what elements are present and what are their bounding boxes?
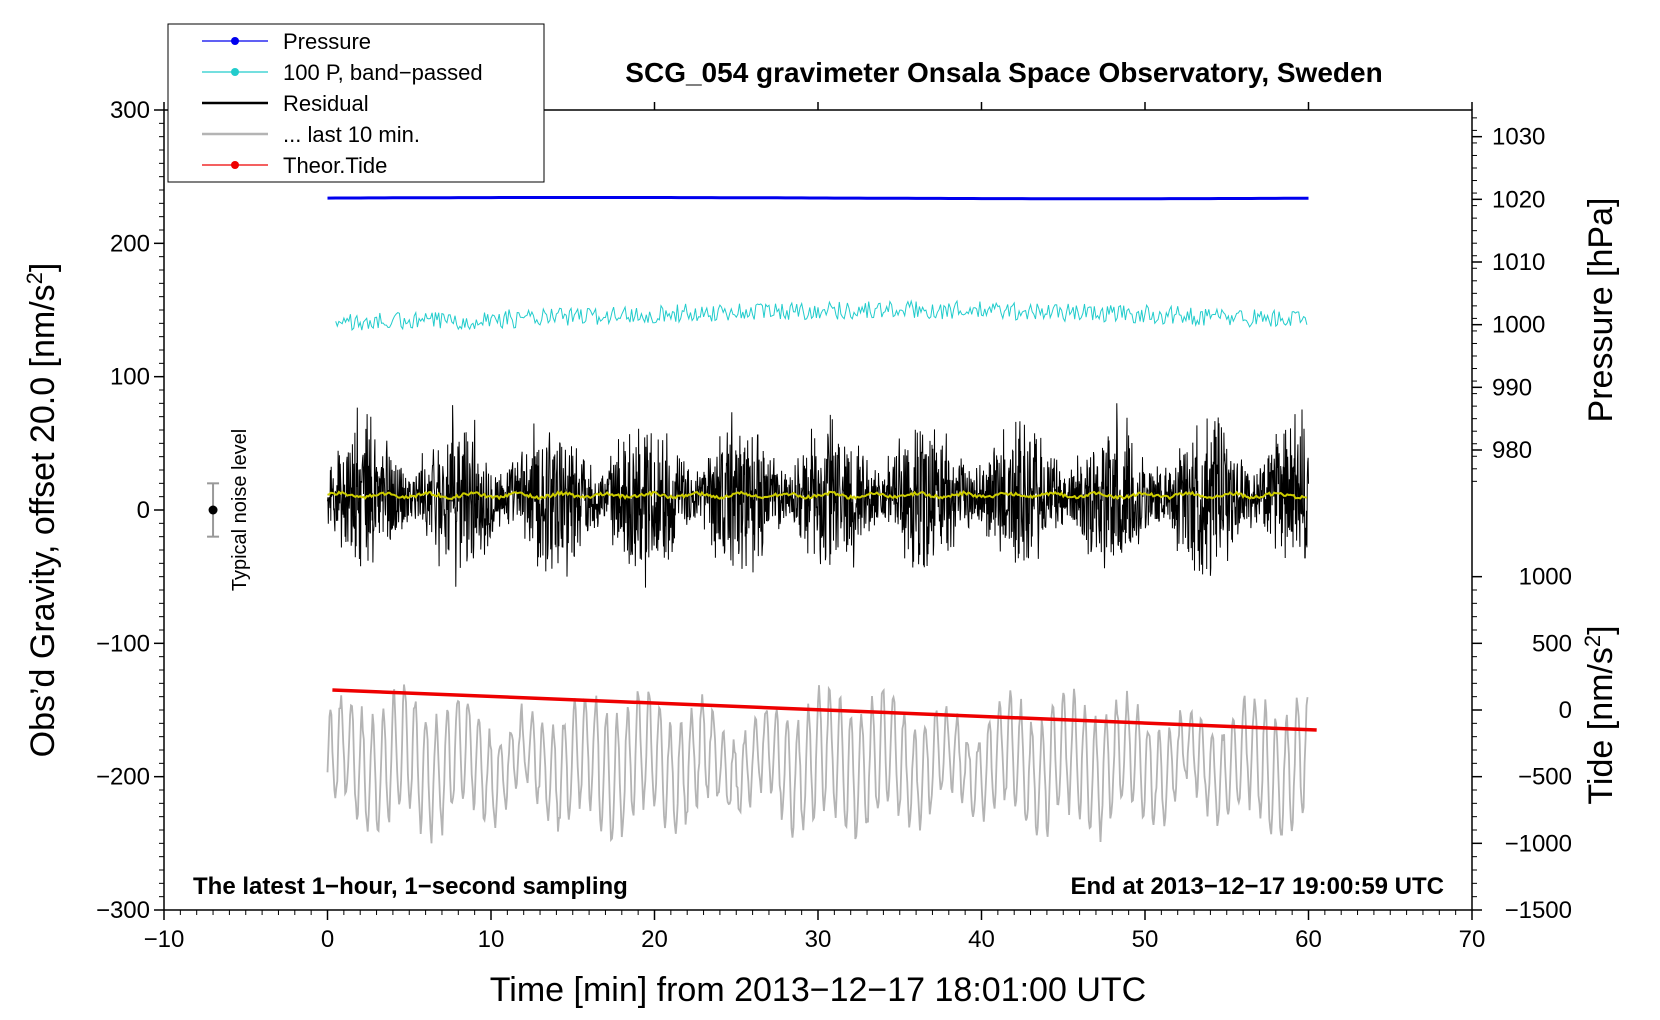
series-theor-tide-line — [332, 688, 1317, 732]
series-pressure-line — [327, 196, 1309, 201]
noise-level-label: Typical noise level — [229, 429, 251, 591]
x-tick-label: 50 — [1132, 926, 1159, 953]
y-tick-label: 200 — [110, 230, 150, 257]
legend-label: Residual — [283, 91, 369, 116]
series-residual-line — [327, 403, 1309, 588]
y-tick-label: 300 — [110, 97, 150, 124]
tide-tick-label: 500 — [1532, 630, 1572, 657]
y-axis-tide-title: Tide [nm/s2] — [1580, 625, 1621, 804]
legend-label: ... last 10 min. — [283, 122, 420, 147]
pressure-tick-label: 990 — [1492, 374, 1532, 401]
x-tick-label: 20 — [641, 926, 668, 953]
legend: Pressure 100 P, band−passed Residual ... la… — [167, 23, 545, 183]
x-tick-label: 30 — [805, 926, 832, 953]
annotation-right: End at 2013−12−17 19:00:59 UTC — [1070, 873, 1444, 900]
y-axis-left-title: Obs’d Gravity, offset 20.0 [nm/s2] — [22, 263, 63, 758]
legend-label: Pressure — [283, 29, 371, 54]
y-axis-tide-title-main: Tide [nm/s — [1582, 647, 1620, 804]
legend-dot — [231, 68, 239, 76]
tide-tick-label: −1000 — [1505, 830, 1572, 857]
x-axis: −10 0 10 20 30 40 50 60 70 — [144, 102, 1486, 953]
x-tick-label: 10 — [478, 926, 505, 953]
x-tick-label: 60 — [1295, 926, 1322, 953]
x-tick-label: 0 — [321, 926, 334, 953]
noise-dot — [208, 505, 218, 515]
tide-tick-label: −1500 — [1505, 897, 1572, 924]
yellow-smoothed-line — [327, 490, 1308, 501]
legend-label: 100 P, band−passed — [283, 60, 483, 85]
y-axis-pressure-title: Pressure [hPa] — [1582, 198, 1620, 423]
y-axis-left-title-end: ] — [24, 263, 62, 272]
y-axis-pressure: 980 990 1000 1010 1020 1030 — [1472, 117, 1545, 482]
pressure-tick-label: 980 — [1492, 437, 1532, 464]
legend-dot — [231, 161, 239, 169]
y-tick-label: 0 — [137, 497, 150, 524]
x-axis-title: Time [min] from 2013−12−17 18:01:00 UTC — [490, 971, 1146, 1009]
tide-tick-label: 1000 — [1519, 564, 1572, 591]
data-traces — [326, 196, 1317, 844]
y-tick-label: 100 — [110, 364, 150, 391]
noise-level-indicator — [207, 482, 220, 538]
y-axis-left: −300 −200 −100 0 100 200 300 — [96, 97, 164, 924]
y-axis-left-title-main: Obs’d Gravity, offset 20.0 [nm/s — [24, 284, 62, 757]
y-tick-label: −300 — [96, 897, 150, 924]
y-axis-tide: −1500 −1000 −500 0 500 1000 — [1472, 564, 1572, 924]
legend-dot — [231, 37, 239, 45]
pressure-tick-label: 1000 — [1492, 312, 1545, 339]
y-axis-tide-title-end: ] — [1582, 625, 1620, 634]
pressure-tick-label: 1030 — [1492, 124, 1545, 151]
legend-items: Pressure 100 P, band−passed Residual ... la… — [202, 29, 483, 178]
annotation-left: The latest 1−hour, 1−second sampling — [193, 873, 628, 900]
y-axis-left-title-sup: 2 — [22, 272, 47, 284]
series-band-passed-line — [335, 299, 1308, 331]
x-tick-label: 70 — [1459, 926, 1486, 953]
x-tick-label: −10 — [144, 926, 185, 953]
series-last-10-min-line — [326, 684, 1309, 844]
legend-label: Theor.Tide — [283, 153, 387, 178]
pressure-tick-label: 1020 — [1492, 186, 1545, 213]
tide-tick-label: −500 — [1518, 764, 1572, 791]
y-tick-label: −200 — [96, 764, 150, 791]
tide-tick-label: 0 — [1559, 697, 1572, 724]
pressure-tick-label: 1010 — [1492, 249, 1545, 276]
y-axis-tide-title-sup: 2 — [1580, 635, 1605, 647]
x-tick-label: 40 — [968, 926, 995, 953]
chart-title: SCG_054 gravimeter Onsala Space Observat… — [625, 57, 1382, 88]
y-tick-label: −100 — [96, 630, 150, 657]
